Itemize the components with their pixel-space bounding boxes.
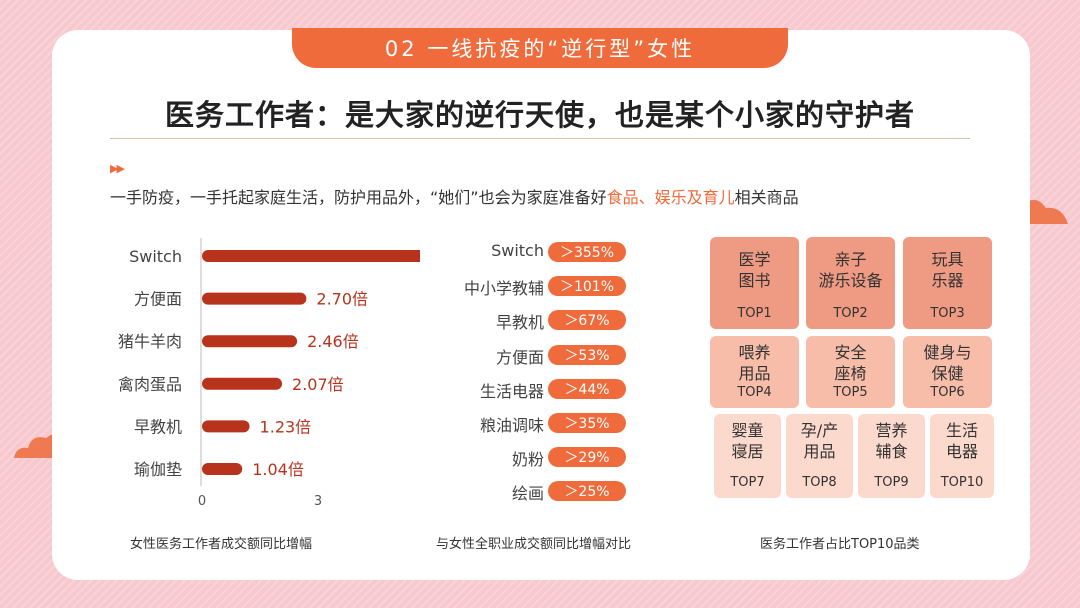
top10-category-box: 玩具 乐器 TOP3: [903, 237, 992, 329]
top10-category-box: 医学 图书 TOP1: [710, 237, 799, 329]
top10-rank-label: TOP7: [730, 475, 765, 490]
comparison-category: 早教机: [495, 313, 544, 333]
intro-text: 一手防疫，一手托起家庭生活，防护用品外，“她们”也会为家庭准备好食品、娱乐及育儿…: [110, 184, 1010, 208]
category-label: 早教机: [134, 417, 182, 436]
comparison-row: 绘画 ＞25%: [430, 479, 640, 504]
intro-highlight: 食品、娱乐及育儿: [606, 188, 735, 207]
top10-category-box: 生活 电器 TOP10: [930, 414, 994, 498]
top10-rank-label: TOP10: [940, 475, 984, 490]
top10-category-name: 玩具 乐器: [931, 250, 964, 290]
top10-category-name: 孕/产 用品: [800, 421, 839, 461]
top10-rank-label: TOP8: [802, 475, 837, 490]
comparison-category: 中小学教辅: [463, 279, 544, 299]
comparison-value-pill: ＞67%: [548, 310, 626, 331]
comparison-row: Switch ＞355%: [430, 240, 640, 262]
comparison-value-pill: ＞35%: [548, 413, 626, 433]
section-tag: 02 一线抗疫的“逆行型”女性: [292, 28, 788, 68]
intro-suffix: 相关商品: [734, 188, 799, 207]
comparison-value-pill: ＞53%: [548, 344, 626, 365]
bar: [202, 250, 420, 262]
title-divider: [110, 138, 970, 139]
comparison-category: Switch: [491, 241, 544, 260]
category-label: 禽肉蛋品: [118, 375, 182, 394]
top10-category-box: 安全 座椅 TOP5: [806, 336, 895, 408]
page-title: 医务工作者：是大家的逆行天使，也是某个小家的守护者: [164, 98, 915, 132]
top10-rank-label: TOP6: [930, 385, 965, 400]
comparison-row: 方便面 ＞53%: [430, 343, 640, 367]
top10-rank-label: TOP3: [930, 306, 965, 321]
growth-bar-chart: Switch6.27倍方便面2.70倍猪牛羊肉2.46倍禽肉蛋品2.07倍早教机…: [118, 238, 420, 509]
bar-chart-caption: 女性医务工作者成交额同比增幅: [130, 537, 313, 552]
value-label: 2.07倍: [292, 375, 344, 394]
bar: [202, 463, 243, 475]
top10-category-box: 喂养 用品 TOP4: [710, 336, 799, 408]
comparison-value-pill: ＞101%: [548, 276, 626, 297]
comparison-row: 生活电器 ＞44%: [430, 377, 640, 401]
value-label: 2.46倍: [307, 332, 359, 351]
comparison-category: 粮油调味: [479, 416, 544, 435]
top10-category-name: 安全 座椅: [834, 343, 867, 383]
category-label: 方便面: [134, 290, 182, 309]
top10-category-name: 健身与 保健: [923, 343, 972, 383]
top10-rank-label: TOP2: [833, 306, 868, 321]
top10-category-name: 营养 辅食: [875, 421, 908, 461]
intro-prefix: 一手防疫，一手托起家庭生活，防护用品外，“她们”也会为家庭准备好: [110, 188, 607, 207]
x-tick-label: 3: [314, 494, 322, 509]
top10-rank-label: TOP1: [737, 306, 772, 321]
top10-category-box: 营养 辅食 TOP9: [858, 414, 925, 498]
top10-category-box: 亲子 游乐设备 TOP2: [806, 237, 895, 329]
top10-category-box: 孕/产 用品 TOP8: [786, 414, 853, 498]
value-label: 1.23倍: [260, 417, 312, 436]
comparison-category: 方便面: [495, 347, 544, 367]
comparison-category: 绘画: [511, 484, 544, 504]
comparison-value-pill: ＞25%: [548, 481, 626, 502]
comparison-value-pill: ＞355%: [548, 242, 626, 262]
value-label: 2.70倍: [316, 290, 368, 309]
category-label: Switch: [129, 247, 182, 266]
top10-rank-label: TOP9: [874, 475, 909, 490]
top10-caption: 医务工作者占比TOP10品类: [760, 537, 920, 552]
comparison-caption: 与女性全职业成交额同比增幅对比: [436, 537, 632, 552]
comparison-row: 中小学教辅 ＞101%: [430, 274, 640, 299]
comparison-value-pill: ＞44%: [548, 378, 626, 399]
bar: [202, 335, 298, 348]
category-label: 猪牛羊肉: [118, 332, 182, 351]
top10-category-name: 婴童 寝居: [731, 421, 764, 461]
value-label: 1.04倍: [252, 460, 304, 479]
top10-category-name: 医学 图书: [738, 250, 771, 290]
top10-category-box: 健身与 保健 TOP6: [903, 336, 992, 408]
comparison-row: 奶粉 ＞29%: [430, 445, 640, 470]
double-arrow-icon: ▶▶: [110, 162, 125, 175]
top10-category-box: 婴童 寝居 TOP7: [714, 414, 781, 498]
top10-category-name: 亲子 游乐设备: [818, 250, 883, 290]
comparison-category: 生活电器: [479, 381, 544, 401]
bar: [202, 292, 307, 305]
top10-rank-label: TOP5: [833, 385, 868, 400]
category-label: 瑜伽垫: [134, 460, 182, 479]
comparison-category: 奶粉: [511, 450, 544, 470]
top10-category-name: 生活 电器: [945, 421, 978, 461]
bar: [202, 377, 283, 390]
comparison-value-pill: ＞29%: [548, 447, 626, 468]
comparison-row: 早教机 ＞67%: [430, 308, 640, 333]
top10-rank-label: TOP4: [737, 385, 772, 400]
top10-category-name: 喂养 用品: [738, 343, 771, 383]
bar: [202, 420, 250, 433]
x-tick-label: 0: [198, 494, 206, 509]
comparison-row: 粮油调味 ＞35%: [430, 411, 640, 435]
